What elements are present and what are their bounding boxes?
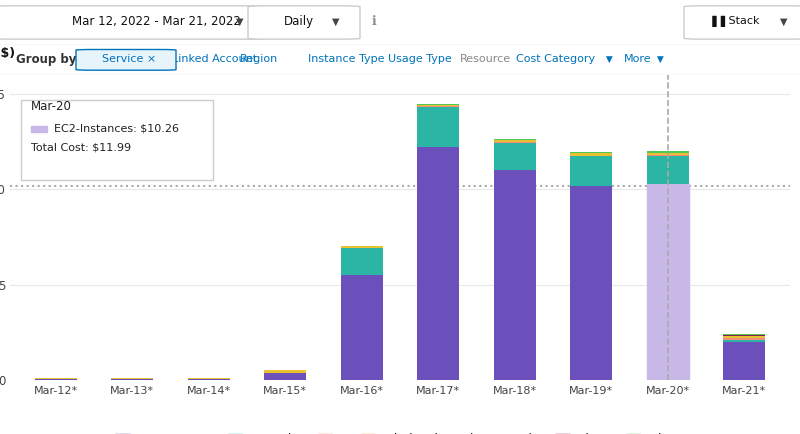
Text: More: More bbox=[624, 54, 652, 64]
Text: Instance Type: Instance Type bbox=[308, 54, 385, 64]
Bar bbox=[188, 379, 230, 380]
Bar bbox=[341, 247, 382, 275]
Bar bbox=[418, 107, 459, 148]
Text: Linked Account: Linked Account bbox=[172, 54, 257, 64]
Bar bbox=[570, 153, 612, 156]
Bar bbox=[35, 378, 77, 379]
Text: Cost Category: Cost Category bbox=[516, 54, 595, 64]
Bar bbox=[418, 106, 459, 107]
FancyBboxPatch shape bbox=[684, 6, 800, 39]
Text: Mar-20: Mar-20 bbox=[30, 100, 71, 113]
Bar bbox=[570, 186, 612, 380]
Text: Group by:: Group by: bbox=[16, 53, 82, 66]
Bar bbox=[646, 155, 689, 156]
Bar bbox=[723, 335, 765, 336]
Bar bbox=[494, 143, 536, 170]
Bar bbox=[646, 153, 689, 155]
Bar bbox=[570, 156, 612, 186]
Bar bbox=[264, 371, 306, 373]
Text: ℹ: ℹ bbox=[372, 15, 377, 28]
Text: Mar 12, 2022 - Mar 21, 2022: Mar 12, 2022 - Mar 21, 2022 bbox=[72, 15, 241, 28]
Text: Total Cost: $11.99: Total Cost: $11.99 bbox=[30, 142, 130, 152]
Legend: EC2-Instances, EC2-Other, S3, Relational Database Service, Athena, Others: EC2-Instances, EC2-Other, S3, Relational… bbox=[110, 429, 690, 434]
Text: Resource: Resource bbox=[460, 54, 511, 64]
FancyBboxPatch shape bbox=[0, 6, 264, 39]
Bar bbox=[570, 152, 612, 153]
Bar bbox=[188, 378, 230, 379]
Bar bbox=[494, 140, 536, 142]
Bar bbox=[418, 105, 459, 106]
Bar bbox=[30, 126, 47, 132]
Bar bbox=[723, 336, 765, 338]
Bar bbox=[264, 369, 306, 371]
Text: ▼: ▼ bbox=[780, 16, 787, 26]
Text: Region: Region bbox=[240, 54, 278, 64]
Text: EC2-Instances: $10.26: EC2-Instances: $10.26 bbox=[54, 123, 178, 133]
Text: Usage Type: Usage Type bbox=[388, 54, 452, 64]
Bar bbox=[111, 379, 154, 380]
Bar bbox=[341, 275, 382, 380]
Bar bbox=[723, 338, 765, 340]
Text: ▼: ▼ bbox=[654, 55, 663, 64]
Bar bbox=[723, 342, 765, 380]
FancyBboxPatch shape bbox=[22, 100, 213, 180]
Bar bbox=[646, 156, 689, 184]
Text: Costs ($): Costs ($) bbox=[0, 47, 14, 60]
Text: ▐▐ Stack: ▐▐ Stack bbox=[708, 16, 759, 27]
Bar bbox=[264, 373, 306, 380]
Text: ▼: ▼ bbox=[332, 16, 339, 26]
Bar bbox=[418, 104, 459, 105]
Bar bbox=[646, 184, 689, 380]
Bar bbox=[646, 151, 689, 153]
Bar bbox=[494, 139, 536, 140]
Text: Service ×: Service × bbox=[102, 54, 156, 64]
FancyBboxPatch shape bbox=[76, 49, 176, 70]
Bar bbox=[494, 142, 536, 143]
Text: ▼: ▼ bbox=[603, 55, 613, 64]
FancyBboxPatch shape bbox=[248, 6, 360, 39]
Text: ▼: ▼ bbox=[236, 16, 243, 26]
Bar bbox=[111, 378, 154, 379]
Bar bbox=[494, 170, 536, 380]
Bar bbox=[35, 379, 77, 380]
Bar bbox=[341, 246, 382, 247]
Text: Daily: Daily bbox=[284, 15, 314, 28]
Bar bbox=[418, 148, 459, 380]
Bar bbox=[723, 340, 765, 342]
